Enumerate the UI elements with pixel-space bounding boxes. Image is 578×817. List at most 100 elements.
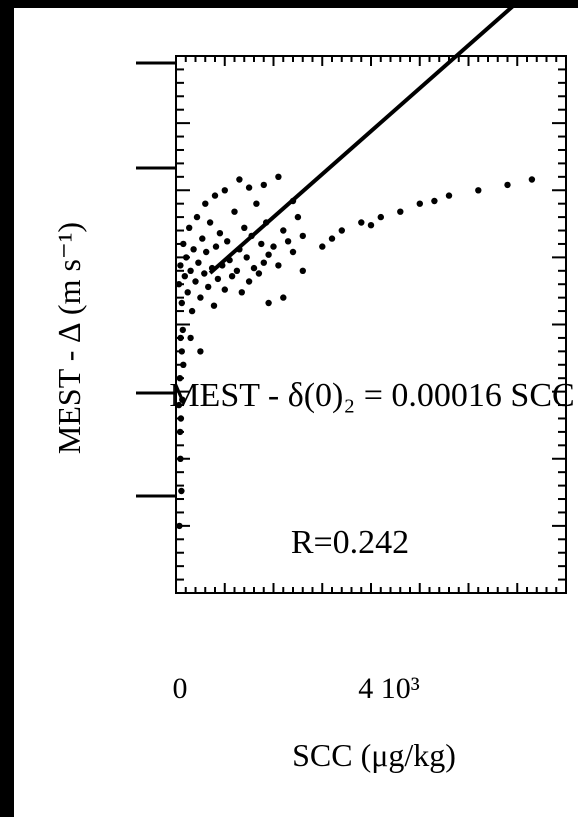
- data-point: [199, 235, 206, 242]
- plot-frame: [175, 55, 567, 594]
- data-point: [265, 299, 272, 307]
- data-point: [248, 232, 255, 240]
- data-point: [397, 208, 404, 215]
- data-point: [241, 224, 248, 231]
- data-point: [280, 294, 287, 301]
- data-point: [226, 256, 233, 264]
- data-point: [377, 213, 384, 221]
- data-point: [202, 200, 209, 207]
- data-point: [224, 238, 231, 245]
- y-axis-label: MEST - ∆ (m s⁻¹): [51, 222, 87, 454]
- data-point: [190, 246, 197, 253]
- regression-line: [208, 8, 514, 275]
- data-point: [205, 283, 212, 291]
- plot-border: [175, 55, 567, 594]
- data-point: [299, 267, 306, 274]
- data-point: [265, 251, 272, 258]
- data-point: [253, 200, 260, 207]
- data-point: [208, 264, 216, 272]
- data-point: [528, 176, 536, 183]
- data-point: [184, 289, 191, 296]
- data-point: [328, 235, 336, 242]
- data-point: [238, 289, 245, 296]
- data-point: [416, 200, 423, 207]
- data-point: [475, 187, 482, 194]
- data-point: [183, 254, 190, 261]
- data-point: [203, 248, 210, 256]
- data-point: [358, 219, 365, 226]
- scatter-chart: MEST - δ(0)₂ = 0.00016 SCC R=0.242 0 4 1…: [51, 8, 575, 773]
- data-point: [216, 230, 224, 237]
- data-point: [180, 240, 187, 248]
- data-point: [236, 246, 243, 253]
- figure-page: MEST - δ(0)₂ = 0.00016 SCC R=0.242 0 4 1…: [14, 8, 578, 817]
- data-point: [280, 227, 287, 234]
- data-point: [275, 173, 282, 180]
- data-point: [178, 299, 185, 307]
- data-point: [192, 278, 199, 285]
- data-point: [221, 286, 228, 293]
- axis-ticks: [136, 55, 567, 594]
- data-point: [245, 278, 253, 285]
- data-point: [206, 219, 214, 226]
- data-point: [181, 273, 188, 280]
- data-point: [284, 238, 292, 245]
- data-point: [319, 243, 326, 250]
- data-point: [445, 192, 453, 199]
- data-point: [431, 197, 438, 205]
- x-axis-label: SCC (μg/kg): [292, 737, 456, 773]
- data-point: [255, 270, 263, 277]
- x-tick-label-0: 0: [173, 672, 188, 705]
- data-point: [186, 224, 193, 231]
- data-point: [289, 197, 297, 205]
- data-point: [180, 361, 187, 368]
- data-point: [275, 262, 282, 269]
- data-point: [178, 348, 185, 355]
- fit-r-value-label: R=0.242: [291, 524, 409, 561]
- data-point: [177, 415, 185, 422]
- data-point: [193, 213, 201, 221]
- data-point: [231, 208, 238, 215]
- data-point: [367, 222, 375, 229]
- fit-equation-label: MEST - δ(0)₂ = 0.00016 SCC: [169, 377, 574, 414]
- data-point: [201, 270, 208, 277]
- data-point: [236, 176, 243, 183]
- data-point: [250, 264, 258, 272]
- data-point: [219, 262, 226, 269]
- data-point: [197, 294, 204, 301]
- data-point: [195, 259, 202, 266]
- data-point: [175, 401, 183, 409]
- data-point: [294, 213, 302, 221]
- x-tick-label-1: 4 10³: [358, 672, 420, 705]
- data-point: [187, 334, 194, 342]
- data-point: [177, 334, 184, 342]
- data-point: [179, 396, 186, 403]
- data-point: [504, 181, 511, 189]
- data-point: [176, 375, 184, 382]
- data-point: [176, 522, 183, 530]
- data-point: [177, 455, 184, 462]
- data-point: [197, 348, 204, 355]
- data-point: [258, 240, 265, 248]
- data-point: [260, 181, 267, 189]
- data-point: [245, 184, 253, 191]
- data-point: [188, 307, 196, 315]
- data-point: [243, 254, 250, 261]
- data-point: [210, 302, 218, 309]
- data-point: [289, 248, 297, 256]
- data-point: [260, 259, 267, 266]
- data-point: [299, 232, 306, 240]
- data-point: [233, 267, 241, 274]
- data-point: [270, 243, 277, 250]
- data-point: [263, 219, 270, 226]
- data-point: [187, 267, 194, 274]
- data-point: [175, 281, 183, 288]
- data-point: [221, 187, 228, 194]
- data-points: [175, 173, 536, 530]
- data-point: [178, 487, 185, 495]
- data-point: [214, 275, 222, 283]
- data-point: [179, 326, 186, 334]
- data-point: [212, 243, 220, 250]
- data-point: [211, 192, 219, 199]
- data-point: [338, 227, 345, 234]
